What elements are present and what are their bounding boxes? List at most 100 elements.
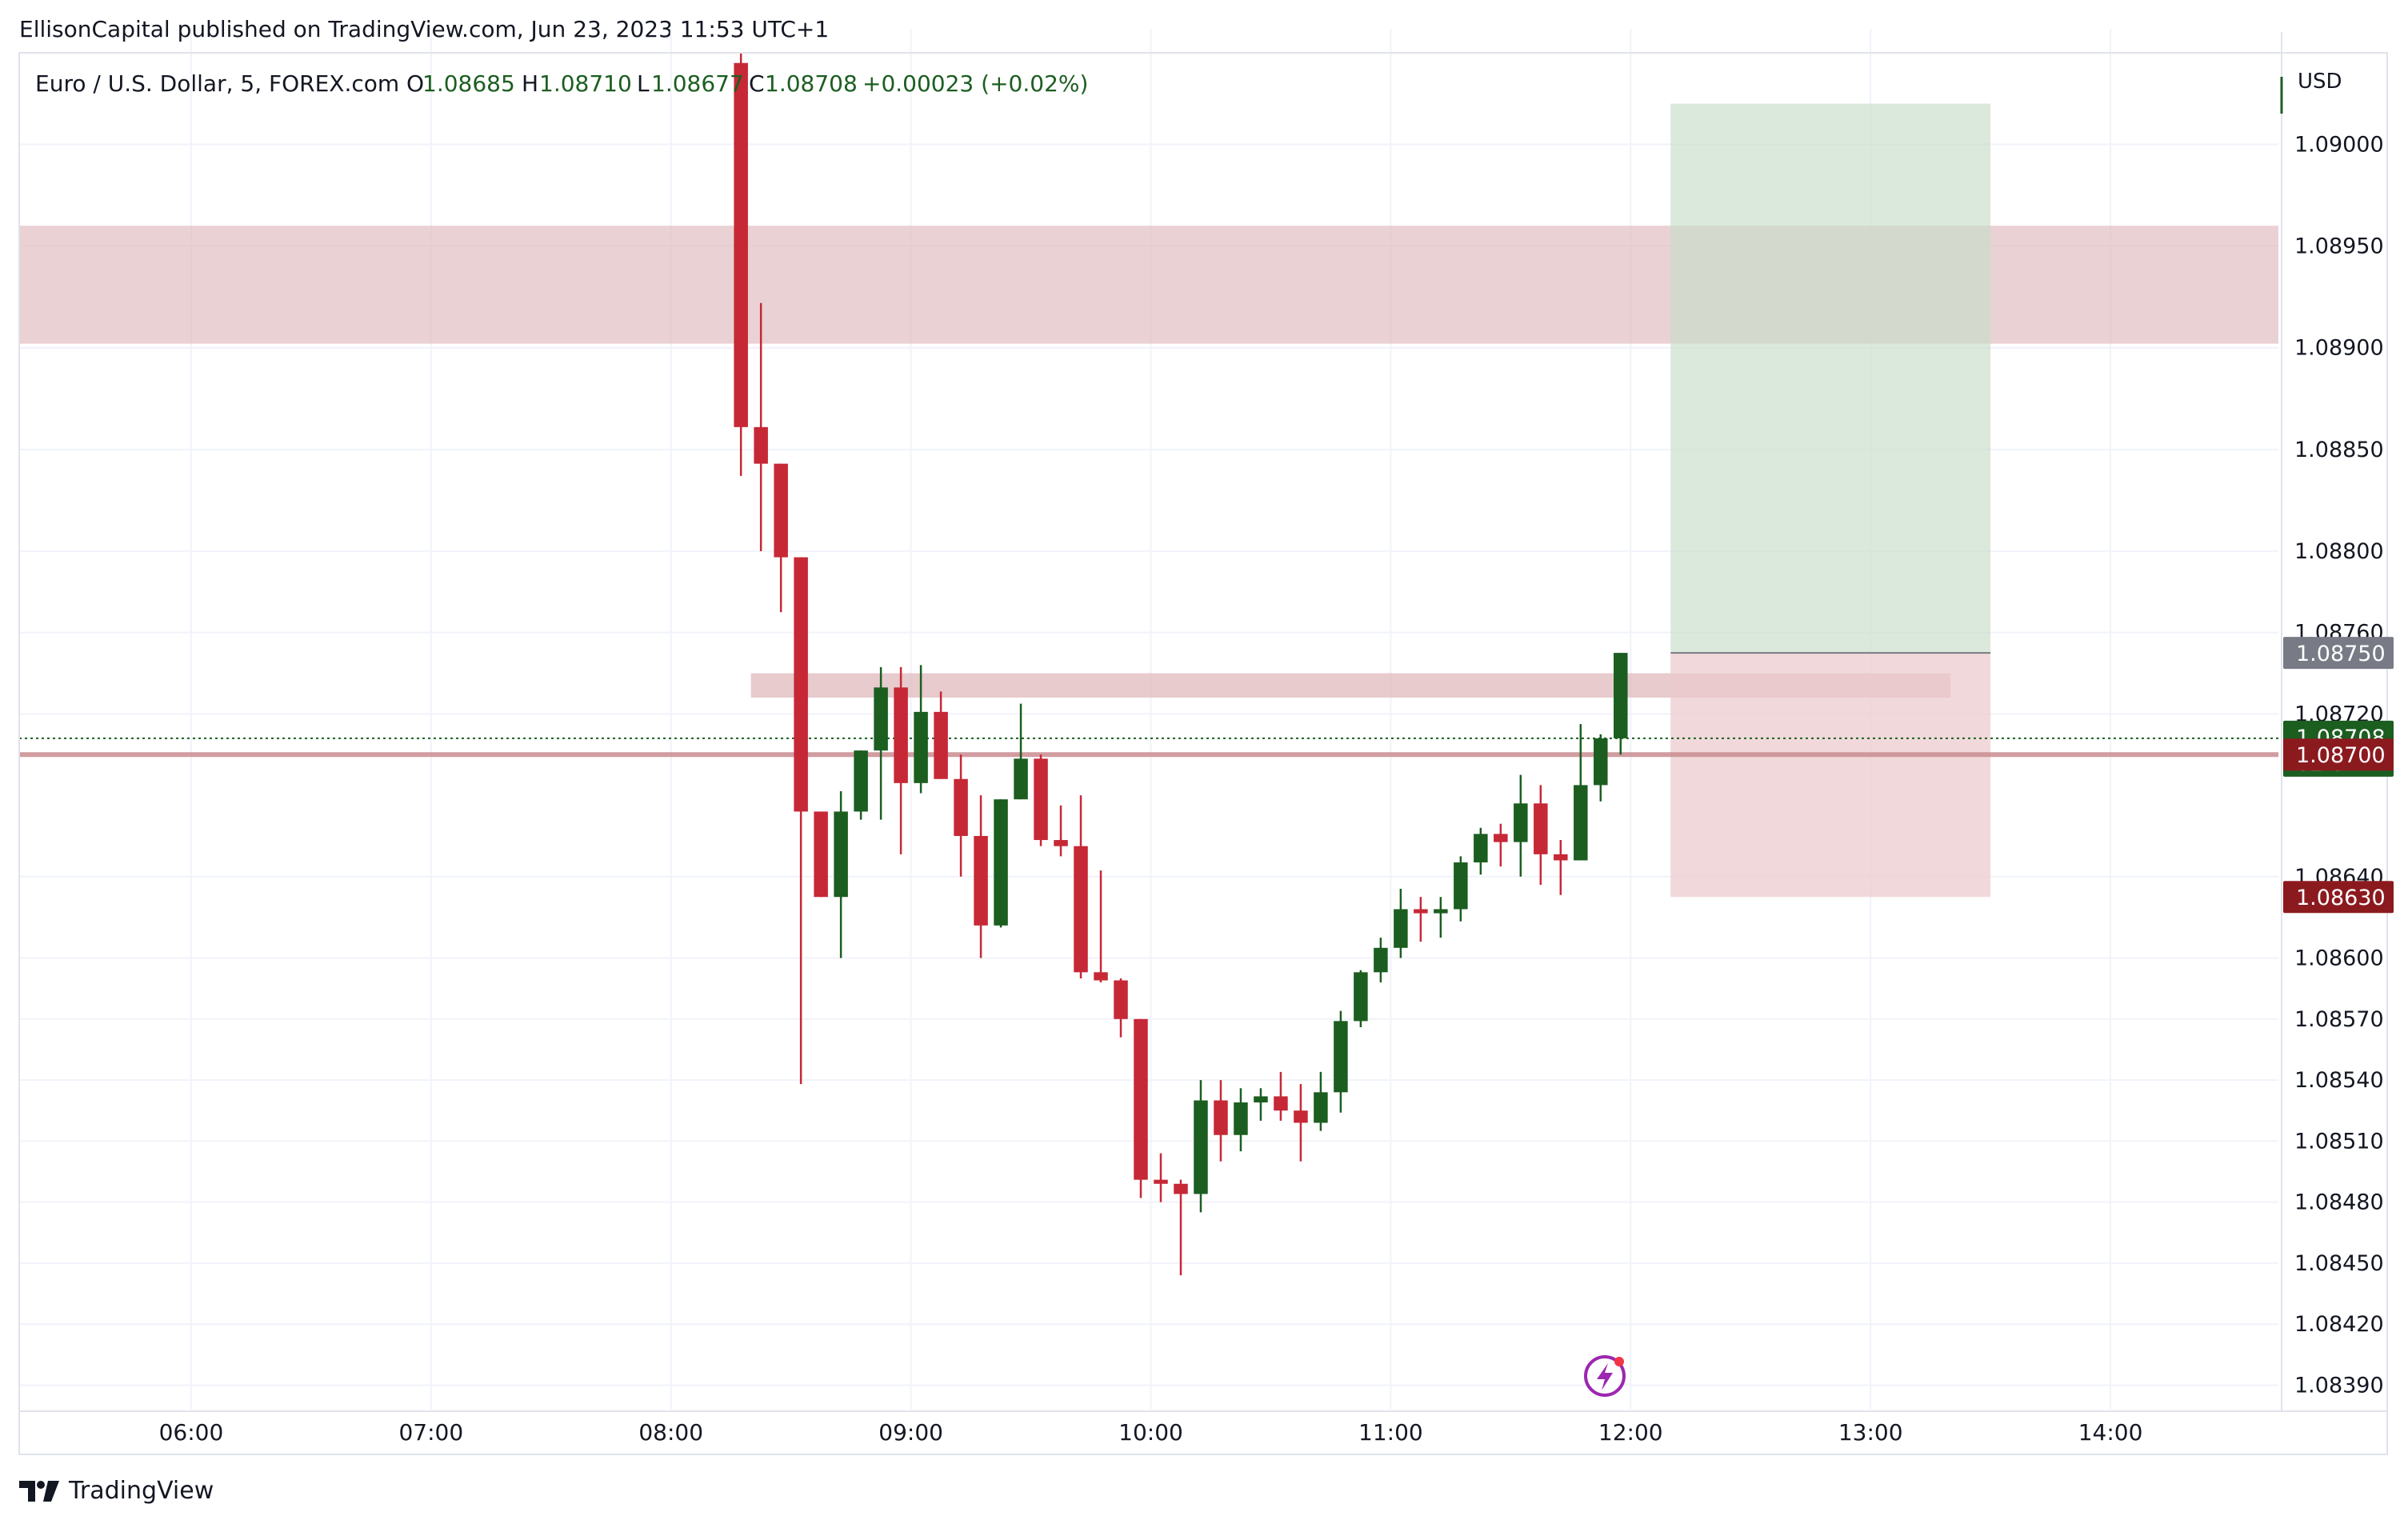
- candle-body: [1374, 947, 1388, 973]
- price-tick-label: 1.08540: [2294, 1068, 2384, 1093]
- time-tick-label: 11:00: [1358, 1419, 1423, 1446]
- time-tick-label: 12:00: [1598, 1419, 1663, 1446]
- candle-body: [1354, 972, 1368, 1022]
- candle-body: [774, 463, 788, 558]
- candle-body: [1314, 1092, 1328, 1123]
- candle-body: [1614, 653, 1628, 738]
- legend-open-label: O: [406, 70, 424, 97]
- candle-body: [1194, 1100, 1208, 1194]
- candle-body: [794, 557, 808, 812]
- level-lines: [19, 737, 2278, 758]
- legend-open: 1.08685: [422, 70, 515, 97]
- price-tick-label: 1.08600: [2294, 946, 2384, 971]
- candle-body: [1594, 738, 1608, 786]
- candle-body: [994, 799, 1008, 926]
- candle-body: [1294, 1110, 1308, 1123]
- price-badge-value: 1.08630: [2296, 886, 2386, 910]
- price-badge-level: [2283, 738, 2394, 771]
- price-tick-label: 1.08480: [2294, 1190, 2384, 1215]
- candle-body: [1554, 854, 1568, 861]
- candle-body: [1234, 1102, 1248, 1135]
- candle-body: [1174, 1183, 1188, 1194]
- candle-body: [734, 62, 748, 427]
- candle-body: [1574, 785, 1588, 861]
- candle-body: [954, 778, 968, 836]
- legend-low-label: L: [637, 70, 650, 97]
- time-tick-label: 06:00: [159, 1419, 224, 1446]
- candle-body: [1494, 834, 1508, 842]
- legend-high-label: H: [522, 70, 538, 97]
- price-badge-stop: [2283, 881, 2394, 914]
- price-badge-value: 1.08750: [2296, 642, 2386, 666]
- price-tick-label: 1.08390: [2294, 1373, 2384, 1398]
- candle-body: [1414, 909, 1428, 914]
- price-tick-label: 1.08420: [2294, 1312, 2384, 1337]
- price-tick-label: 1.08800: [2294, 539, 2384, 564]
- candle-body: [1534, 803, 1548, 854]
- candle-body: [1054, 840, 1068, 846]
- tradingview-logo-icon: [19, 1480, 59, 1502]
- candle-body: [814, 811, 828, 898]
- candle-body: [1094, 972, 1108, 981]
- legend-close: 1.08708: [765, 70, 858, 97]
- time-tick-label: 10:00: [1118, 1419, 1183, 1446]
- candle-body: [874, 687, 888, 751]
- time-axis[interactable]: 06:00 07:00 08:00 09:00 10:00 11:00 12:00 13:00…: [159, 1419, 2143, 1446]
- candle-body: [914, 711, 928, 783]
- candle-body: [1474, 834, 1488, 863]
- loss-zone: [1670, 653, 1991, 898]
- candle-body: [1334, 1021, 1348, 1093]
- ohlc-legend: Euro / U.S. Dollar, 5, FOREX.com O 1.086…: [35, 70, 1088, 97]
- candle-body: [1134, 1018, 1148, 1180]
- grid: [19, 29, 2278, 1410]
- legend-close-label: C: [749, 70, 765, 97]
- price-tick-label: 1.08570: [2294, 1007, 2384, 1032]
- candle-body: [1274, 1096, 1288, 1111]
- candle-body: [1514, 803, 1528, 842]
- candles: [734, 53, 1628, 1276]
- candle-body: [1154, 1179, 1168, 1184]
- candle-body: [1114, 980, 1128, 1019]
- flash-icon[interactable]: [1584, 1355, 1626, 1397]
- candle-body: [1454, 862, 1468, 910]
- flash-icon-bolt: [1597, 1363, 1613, 1390]
- candle-body: [834, 811, 848, 898]
- price-tick-label: 1.08510: [2294, 1129, 2384, 1154]
- candle-body: [1034, 758, 1048, 841]
- candle-body: [854, 750, 868, 812]
- candle-body: [1214, 1100, 1228, 1135]
- candle-body: [754, 426, 768, 464]
- time-tick-label: 08:00: [638, 1419, 703, 1446]
- price-tick-label: 1.09000: [2294, 132, 2384, 157]
- legend-high: 1.08710: [539, 70, 632, 97]
- profit-zone: [1670, 103, 1991, 654]
- time-tick-label: 13:00: [1838, 1419, 1903, 1446]
- candle-body: [1014, 758, 1028, 800]
- flash-icon-dot: [1614, 1357, 1624, 1366]
- price-tick-label: 1.08950: [2294, 234, 2384, 259]
- candle-body: [934, 711, 948, 779]
- price-badge-value: 1.08700: [2296, 743, 2386, 768]
- time-tick-label: 07:00: [398, 1419, 463, 1446]
- candle-body: [1434, 909, 1448, 914]
- long-position-tool[interactable]: [1670, 103, 1991, 898]
- currency-label[interactable]: USD: [2298, 70, 2342, 94]
- price-badge-entry: [2283, 637, 2394, 670]
- price-axis[interactable]: 1.09000 1.08950 1.08900 1.08850 1.08800 1.087…: [2283, 132, 2394, 1398]
- publish-info: EllisonCapital published on TradingView.…: [19, 16, 830, 42]
- candle-body: [1074, 846, 1088, 973]
- candle-body: [1394, 909, 1408, 948]
- legend-symbol: Euro / U.S. Dollar, 5, FOREX.com: [35, 70, 399, 97]
- price-tick-label: 1.08900: [2294, 336, 2384, 361]
- candle-body: [894, 687, 908, 783]
- price-tick-label: 1.08850: [2294, 438, 2384, 462]
- legend-change: +0.00023 (+0.02%): [862, 70, 1088, 97]
- price-tick-label: 1.08450: [2294, 1251, 2384, 1276]
- candle-body: [974, 835, 988, 926]
- candle-body: [1254, 1096, 1268, 1103]
- legend-low: 1.08677: [651, 70, 744, 97]
- tradingview-brand[interactable]: TradingView: [19, 1477, 214, 1505]
- currency-selector[interactable]: USD: [2280, 70, 2342, 114]
- brand-name: TradingView: [69, 1477, 214, 1505]
